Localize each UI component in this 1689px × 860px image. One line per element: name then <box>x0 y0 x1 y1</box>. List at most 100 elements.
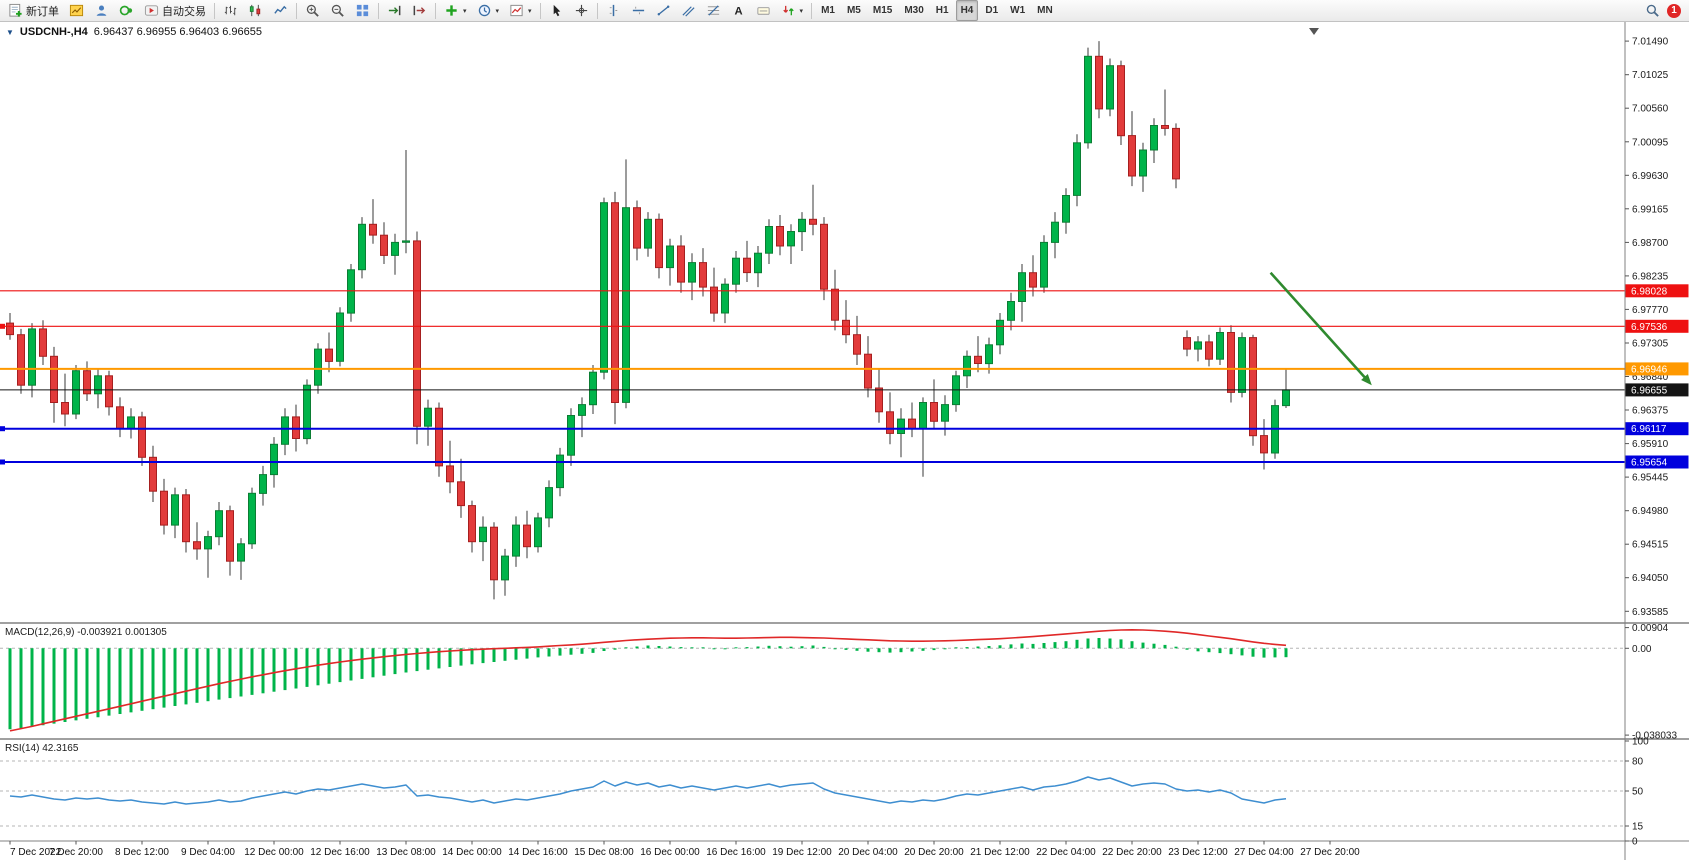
svg-text:23 Dec 12:00: 23 Dec 12:00 <box>1168 847 1228 858</box>
chart-ohlc-values: 6.96437 6.96955 6.96403 6.96655 <box>93 26 262 38</box>
svg-text:0: 0 <box>1632 837 1638 848</box>
panel-separators[interactable] <box>0 22 1689 860</box>
trendline-icon <box>657 5 669 16</box>
chart-shift-icon <box>413 5 426 16</box>
svg-text:50: 50 <box>1632 787 1644 798</box>
svg-text:20 Dec 20:00: 20 Dec 20:00 <box>904 847 964 858</box>
svg-text:21 Dec 12:00: 21 Dec 12:00 <box>970 847 1030 858</box>
market-watch-button[interactable] <box>115 0 138 21</box>
cursor-icon <box>553 4 560 17</box>
svg-text:9 Dec 04:00: 9 Dec 04:00 <box>181 847 235 858</box>
zoom-in-button[interactable] <box>301 0 324 21</box>
timeframe-h4-button[interactable]: H4 <box>955 0 979 21</box>
chart-shift-button[interactable] <box>408 0 431 21</box>
trend-arrow[interactable] <box>1269 271 1372 386</box>
timeframe-m15-button[interactable]: M15 <box>872 5 893 16</box>
autotrading-button[interactable]: 自动交易 <box>140 0 210 21</box>
svg-text:6.97770: 6.97770 <box>1632 305 1669 316</box>
zoom-out-button[interactable] <box>326 0 349 21</box>
svg-text:12 Dec 00:00: 12 Dec 00:00 <box>244 847 304 858</box>
indicators-button[interactable]: ▾ <box>440 0 471 21</box>
channel-icon <box>681 6 695 17</box>
toolbar-separator <box>214 2 215 19</box>
horizontal-line-icon <box>632 6 644 15</box>
arrows-tool-icon <box>782 5 794 16</box>
svg-text:0.00: 0.00 <box>1632 644 1652 655</box>
search-button[interactable] <box>1641 0 1664 21</box>
chart-menu-triangle-icon[interactable]: ▼ <box>6 27 14 37</box>
timeframe-w1-button[interactable]: W1 <box>1010 5 1026 16</box>
candles-chart-icon <box>249 4 261 17</box>
svg-text:19 Dec 12:00: 19 Dec 12:00 <box>772 847 832 858</box>
chart-shift-marker[interactable] <box>1309 28 1319 35</box>
channel-button[interactable] <box>677 0 700 21</box>
templates-button[interactable]: ▾ <box>505 0 536 21</box>
svg-text:7.01025: 7.01025 <box>1632 70 1669 81</box>
notification-badge[interactable]: 1 <box>1667 3 1681 18</box>
search-icon <box>1646 4 1659 17</box>
rsi-level-lines <box>0 760 1625 827</box>
new-order-icon <box>9 3 22 17</box>
chevron-down-icon: ▾ <box>495 7 500 15</box>
timeframe-h1-button[interactable]: H1 <box>935 5 949 16</box>
trendline-button[interactable] <box>652 0 675 21</box>
svg-text:6.98700: 6.98700 <box>1632 238 1669 249</box>
toolbar-separator <box>596 2 598 19</box>
crosshair-button[interactable] <box>570 0 593 21</box>
bars-chart-button[interactable] <box>219 0 242 21</box>
svg-text:27 Dec 20:00: 27 Dec 20:00 <box>1300 847 1360 858</box>
price-line-labels: 6.98028 6.97536 6.96946 6.96655 6.96117 6.956… <box>1625 284 1689 469</box>
macd-signal-line <box>9 628 1287 732</box>
arrows-button[interactable]: ▾ <box>777 0 808 21</box>
chart-background <box>0 22 1689 860</box>
macd-label-text: MACD(12,26,9) <box>5 627 75 638</box>
zoom-out-icon <box>331 4 344 17</box>
profile-button[interactable] <box>90 0 113 21</box>
profile-icon <box>96 5 107 16</box>
auto-scroll-button[interactable] <box>383 0 406 21</box>
tile-windows-icon <box>356 4 369 17</box>
svg-text:6.94050: 6.94050 <box>1632 573 1669 584</box>
timeframe-d1-button[interactable]: D1 <box>985 5 999 16</box>
svg-text:27 Dec 04:00: 27 Dec 04:00 <box>1234 847 1294 858</box>
timeframe-mn-button[interactable]: MN <box>1037 5 1053 16</box>
line-chart-icon <box>274 5 287 14</box>
horizontal-line-button[interactable] <box>627 0 650 21</box>
svg-text:6.93585: 6.93585 <box>1632 607 1669 618</box>
price-axis: 7.01490 7.01025 7.00560 7.00095 6.99630 6.991… <box>1625 37 1669 618</box>
new-order-button[interactable]: 新订单 <box>4 0 63 21</box>
chart-symbol-period: USDCNH-,H4 <box>19 26 88 38</box>
chevron-down-icon: ▾ <box>528 7 532 15</box>
tile-windows-button[interactable] <box>351 0 374 21</box>
fibonacci-button[interactable] <box>702 0 725 21</box>
svg-text:15: 15 <box>1632 822 1644 833</box>
timeframe-m30-button[interactable]: M30 <box>904 5 924 16</box>
toolbar-separator <box>811 2 813 19</box>
text-button[interactable]: A <box>727 0 750 21</box>
label-button[interactable] <box>752 0 775 21</box>
svg-text:7 Dec 20:00: 7 Dec 20:00 <box>49 847 103 858</box>
svg-text:80: 80 <box>1632 757 1644 768</box>
chart-window-button[interactable] <box>65 0 88 21</box>
timeframe-m1-button[interactable]: M1 <box>821 5 835 16</box>
line-chart-button[interactable] <box>269 0 292 21</box>
vertical-line-button[interactable] <box>602 0 625 21</box>
periods-icon <box>478 4 490 17</box>
vertical-line-icon <box>609 4 617 17</box>
bars-chart-icon <box>224 5 237 16</box>
rsi-value-text: 42.3165 <box>42 743 79 754</box>
candlestick-chart-button[interactable] <box>244 0 267 21</box>
horizontal-price-lines[interactable] <box>0 290 1625 465</box>
macd-values-text: -0.003921 0.001305 <box>77 627 167 638</box>
chevron-down-icon: ▾ <box>463 7 467 15</box>
price-chart-canvas[interactable]: 7.01490 7.01025 7.00560 7.00095 6.99630 6.991… <box>0 22 1689 860</box>
svg-text:6.94980: 6.94980 <box>1632 506 1669 517</box>
macd-axis: 0.00904 0.00 -0.038033 <box>1625 623 1677 742</box>
svg-text:6.99630: 6.99630 <box>1632 171 1669 182</box>
svg-text:6.97305: 6.97305 <box>1632 339 1669 350</box>
toolbar-separator <box>296 2 297 19</box>
timeframe-m5-button[interactable]: M5 <box>846 5 861 16</box>
cursor-button[interactable] <box>545 0 568 21</box>
autotrading-icon <box>144 5 159 16</box>
periods-button[interactable]: ▾ <box>473 0 504 21</box>
